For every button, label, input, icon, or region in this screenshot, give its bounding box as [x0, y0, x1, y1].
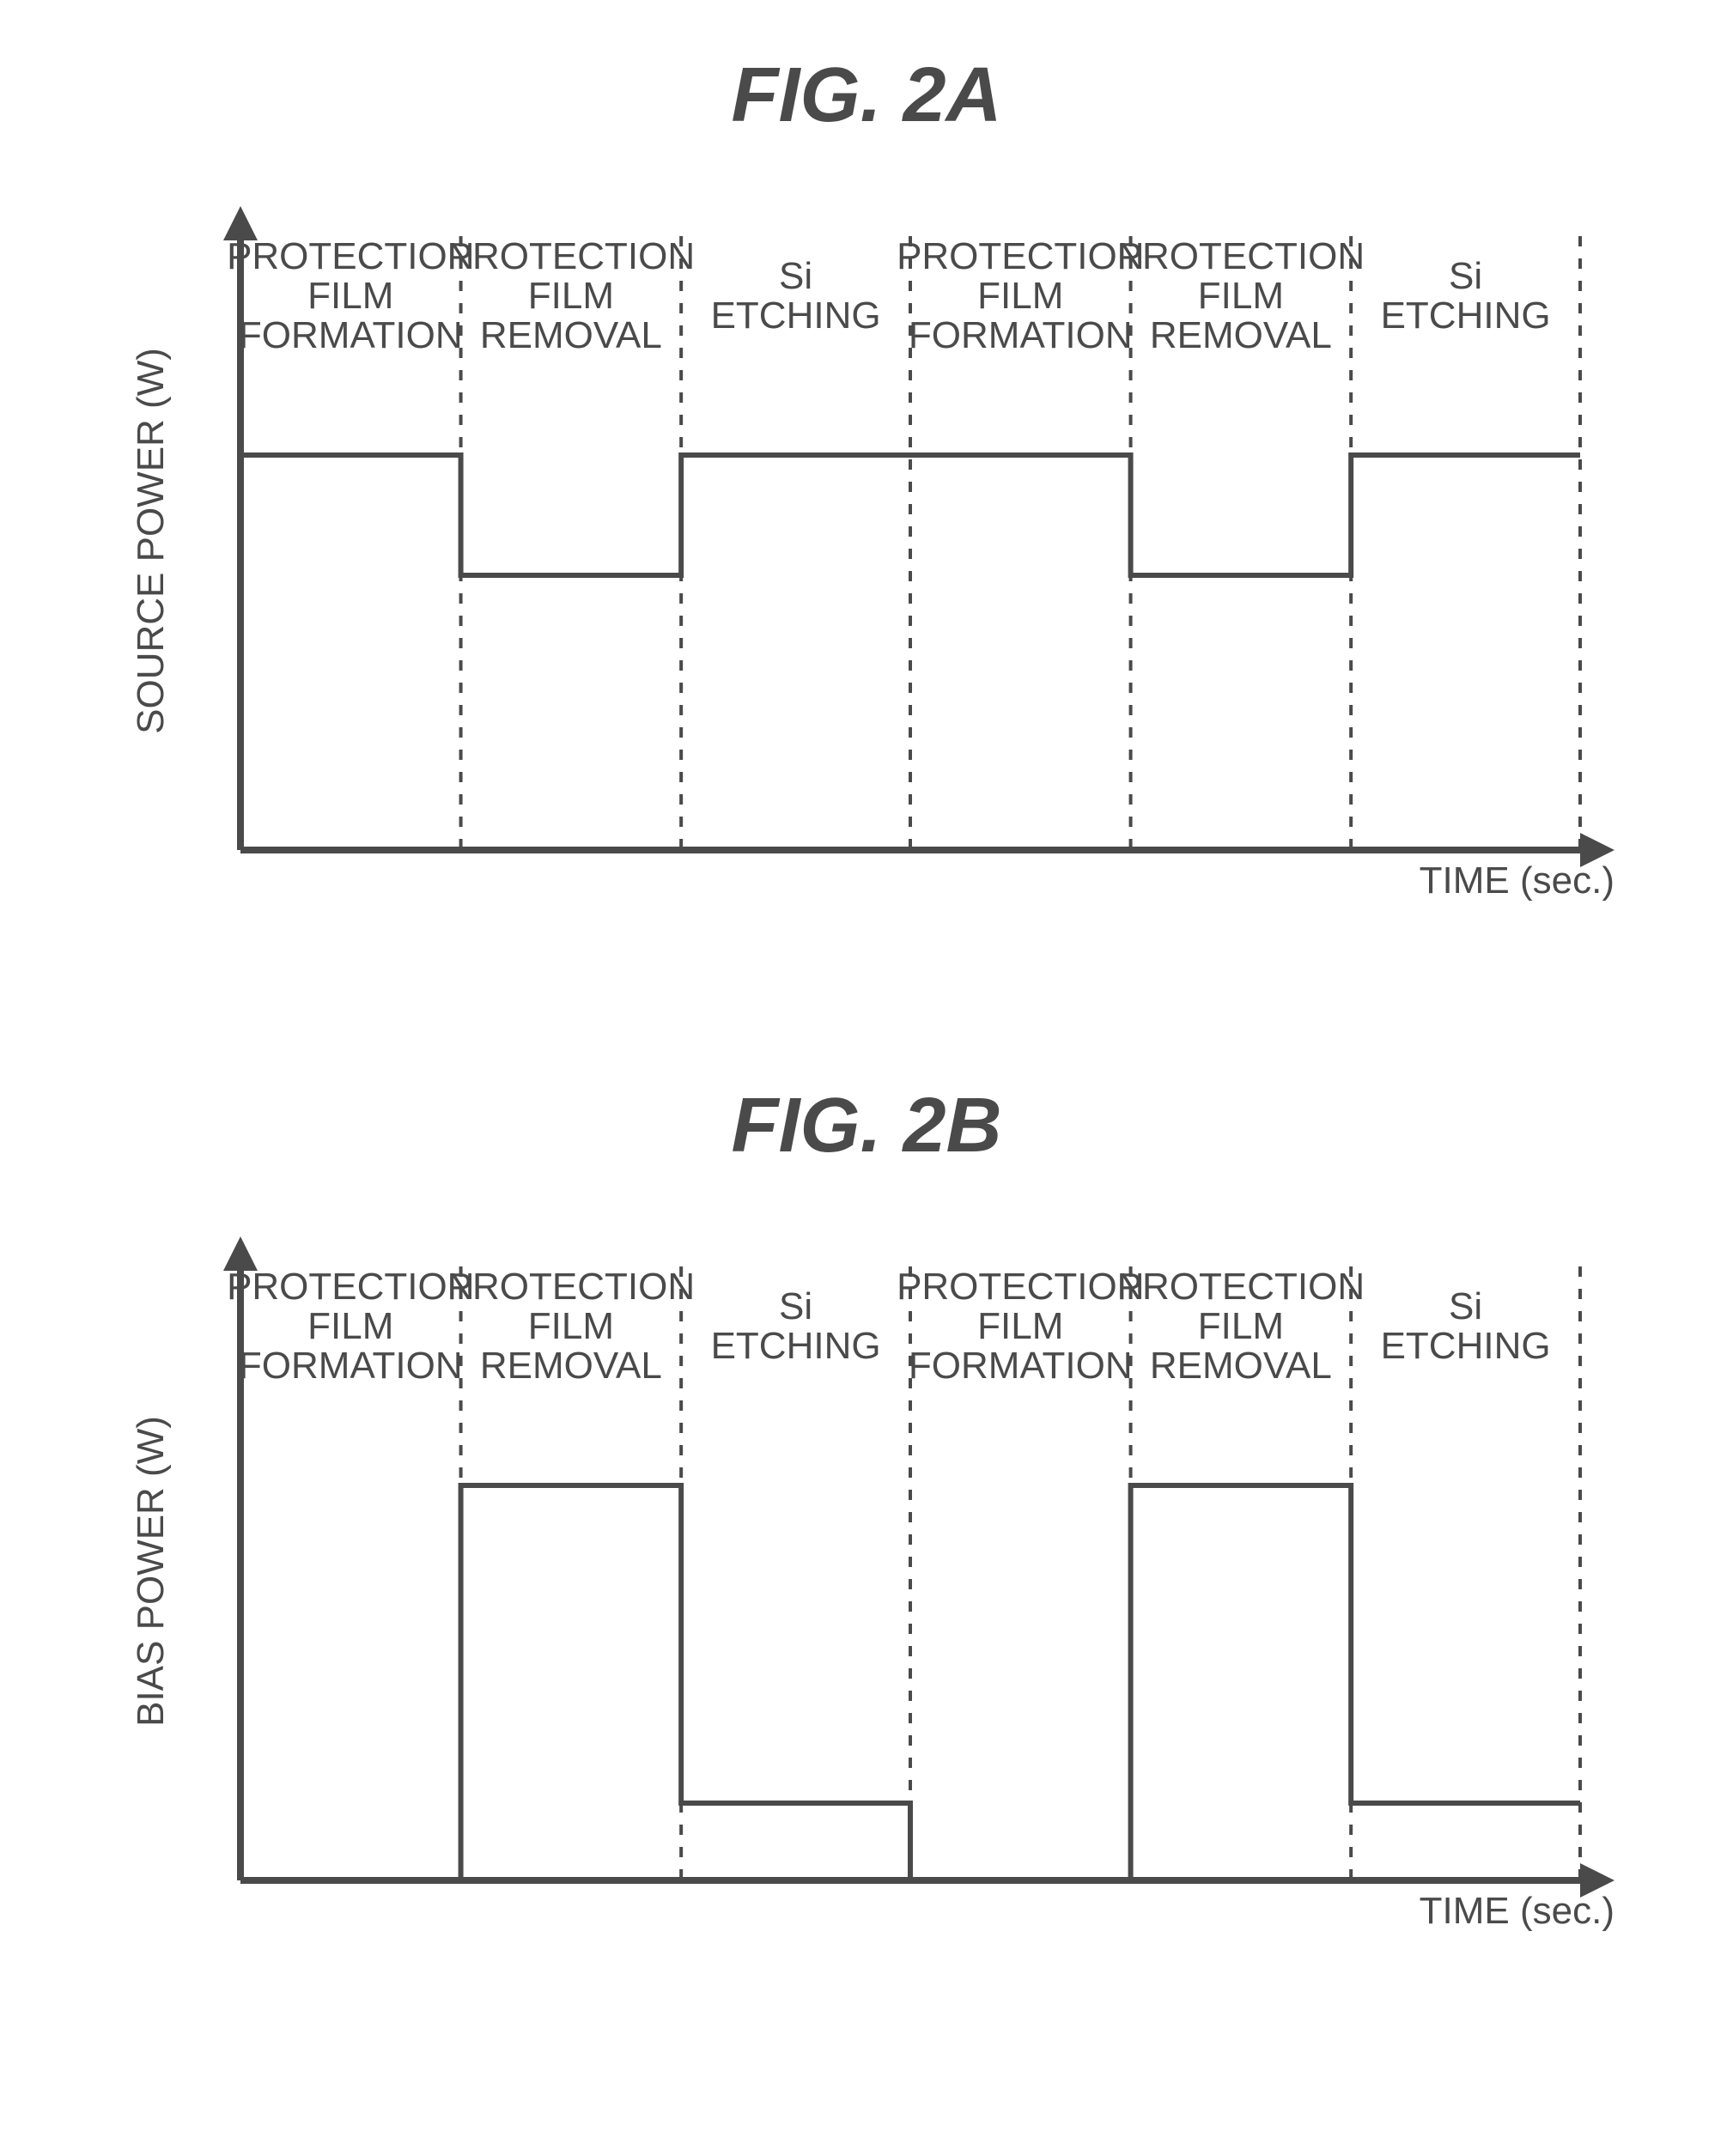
phase-label: FORMATION: [909, 1345, 1133, 1387]
phase-label: PROTECTION: [897, 1266, 1144, 1308]
phase-label: PROTECTION: [897, 235, 1144, 277]
phase-label: FILM: [307, 1305, 393, 1347]
phase-label: FILM: [1198, 1305, 1284, 1347]
phase-label: REMOVAL: [480, 314, 662, 356]
phase-label: Si: [1449, 255, 1482, 297]
fig-b-chart: PROTECTIONFILMFORMATIONPROTECTIONFILMREM…: [103, 1228, 1632, 2026]
phase-label: Si: [1449, 1285, 1482, 1327]
phase-label: ETCHING: [1381, 295, 1551, 337]
phase-label: ETCHING: [1381, 1325, 1551, 1367]
phase-label: FORMATION: [239, 314, 463, 356]
phase-label: FILM: [977, 1305, 1063, 1347]
phase-label: REMOVAL: [1150, 1345, 1332, 1387]
phase-label: REMOVAL: [1150, 314, 1332, 356]
phase-label: Si: [779, 255, 812, 297]
x-axis-label: TIME (sec.): [1420, 1890, 1614, 1932]
fig-a-chart: PROTECTIONFILMFORMATIONPROTECTIONFILMREM…: [103, 197, 1632, 996]
phase-label: ETCHING: [711, 295, 881, 337]
fig-a-title: FIG. 2A: [0, 52, 1733, 140]
phase-label: FORMATION: [239, 1345, 463, 1387]
phase-label: FILM: [977, 275, 1063, 317]
phase-label: FILM: [528, 1305, 614, 1347]
phase-label: PROTECTION: [227, 1266, 474, 1308]
phase-label: REMOVAL: [480, 1345, 662, 1387]
phase-label: FILM: [528, 275, 614, 317]
phase-label: PROTECTION: [447, 1266, 695, 1308]
x-axis-label: TIME (sec.): [1420, 859, 1614, 902]
phase-label: PROTECTION: [1117, 235, 1365, 277]
y-axis-label: SOURCE POWER (W): [130, 348, 172, 734]
fig-b-title: FIG. 2B: [0, 1082, 1733, 1170]
phase-label: FILM: [307, 275, 393, 317]
y-axis-label: BIAS POWER (W): [130, 1416, 172, 1727]
phase-label: FORMATION: [909, 314, 1133, 356]
phase-label: PROTECTION: [1117, 1266, 1365, 1308]
phase-label: Si: [779, 1285, 812, 1327]
phase-label: FILM: [1198, 275, 1284, 317]
phase-label: ETCHING: [711, 1325, 881, 1367]
phase-label: PROTECTION: [227, 235, 474, 277]
phase-label: PROTECTION: [447, 235, 695, 277]
